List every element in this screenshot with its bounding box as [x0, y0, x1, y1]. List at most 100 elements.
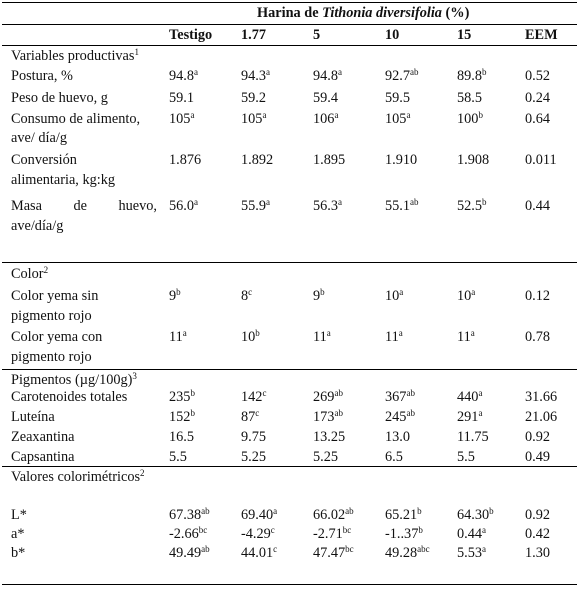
cell-value: 1.892: [241, 152, 274, 168]
cell-conversion-15: 1.908: [457, 152, 489, 168]
cell-value: 87: [241, 409, 256, 425]
cell-value: 59.5: [385, 90, 411, 106]
cell-value: 64.30: [457, 507, 490, 523]
section-header-color: Color2: [11, 265, 49, 283]
significance-letter: c: [273, 544, 278, 554]
cell-value: 94.3: [241, 68, 267, 84]
row-label-consumo-line2: ave/ día/g: [11, 130, 67, 146]
cell-masa-5: 56.3a: [313, 198, 342, 215]
cell-value: 0.44: [525, 198, 551, 214]
cell-yema_con-testigo: 11a: [169, 328, 187, 346]
cell-luteina-testigo: 152b: [169, 408, 195, 426]
significance-letter: ab: [406, 408, 415, 418]
significance-letter: c: [270, 525, 275, 535]
significance-letter: b: [190, 408, 195, 418]
cell-carotenoides-5: 269ab: [313, 389, 343, 406]
cell-capsantina-10: 6.5: [385, 449, 403, 465]
significance-letter: c: [262, 388, 267, 398]
cell-yema_con-5: 11a: [313, 329, 331, 346]
cell-value: 235: [169, 389, 191, 405]
significance-letter: b: [320, 287, 325, 297]
row-label-b: b*: [11, 545, 26, 561]
column-header-1-77: 1.77: [241, 27, 267, 43]
cell-value: 10: [385, 288, 400, 304]
significance-letter: ab: [410, 197, 419, 207]
cell-a-15: 0.44a: [457, 526, 486, 543]
significance-letter: a: [190, 110, 195, 120]
row-label-zeaxantina: Zeaxantina: [11, 429, 75, 445]
cell-L-10: 65.21b: [385, 507, 422, 524]
cell-luteina-5: 173ab: [313, 409, 343, 426]
cell-value: 55.1: [385, 198, 411, 214]
cell-zeaxantina-testigo: 16.5: [169, 429, 194, 445]
cell-value: 5.5: [169, 449, 187, 465]
cell-value: 0.44: [457, 526, 483, 542]
cell-zeaxantina-1-77: 9.75: [241, 429, 266, 445]
cell-value: -4.29: [241, 526, 271, 542]
significance-letter: a: [471, 287, 476, 297]
cell-yema_sin-1-77: 8c: [241, 288, 252, 305]
pigmentos-rule: [2, 466, 577, 467]
row-label-yema-sin-line2: pigmento rojo: [11, 308, 92, 324]
cell-value: 5.25: [241, 449, 267, 465]
cell-masa-15: 52.5b: [457, 198, 487, 215]
cell-yema_sin-testigo: 9b: [169, 288, 181, 305]
row-label-l: L*: [11, 507, 27, 523]
cell-value: 0.49: [525, 449, 551, 465]
cell-value: 65.21: [385, 507, 418, 523]
significance-letter: b: [418, 525, 423, 535]
cell-value: 5.53: [457, 545, 483, 561]
cell-value: 31.66: [525, 389, 558, 405]
cell-value: 0.52: [525, 68, 551, 84]
cell-yema_sin-10: 10a: [385, 288, 403, 305]
cell-value: 49.28: [385, 545, 418, 561]
cell-value: 100: [457, 111, 479, 127]
cell-conversion-10: 1.910: [385, 152, 417, 168]
cell-value: 11: [169, 329, 183, 345]
cell-value: 0.92: [525, 429, 551, 445]
cell-peso-10: 59.5: [385, 90, 410, 106]
significance-letter: a: [470, 328, 475, 338]
cell-value: 0.12: [525, 288, 551, 304]
significance-letter: a: [194, 67, 199, 77]
significance-letter: a: [478, 408, 483, 418]
row-label-yema-con-line2: pigmento rojo: [11, 349, 92, 365]
significance-letter: a: [482, 544, 487, 554]
cell-value: 0.011: [525, 152, 557, 168]
cell-conversion-eem: 0.011: [525, 152, 557, 168]
cell-value: -2.71: [313, 526, 343, 542]
cell-peso-testigo: 59.1: [169, 90, 194, 106]
cell-value: 367: [385, 389, 407, 405]
cell-value: 1.30: [525, 545, 551, 561]
significance-letter: c: [255, 408, 260, 418]
significance-letter: ab: [410, 67, 419, 77]
table-title: Harina de Tithonia diversifolia (%): [257, 5, 470, 21]
section-header-colorimetricos: Valores colorimétricos2: [11, 468, 145, 486]
significance-letter: a: [266, 197, 271, 207]
cell-value: 49.49: [169, 545, 202, 561]
cell-value: 173: [313, 409, 335, 425]
cell-zeaxantina-10: 13.0: [385, 429, 410, 445]
cell-value: 9: [313, 288, 321, 304]
cell-L-15: 64.30b: [457, 507, 494, 524]
significance-letter: a: [406, 110, 411, 120]
cell-value: 67.38: [169, 507, 202, 523]
column-header-15: 15: [457, 27, 472, 43]
significance-letter: b: [255, 328, 260, 338]
row-label-yema-con: Color yema con: [11, 329, 103, 345]
cell-masa-eem: 0.44: [525, 198, 550, 214]
cell-consumo-eem: 0.64: [525, 111, 550, 127]
cell-yema_con-1-77: 10b: [241, 328, 260, 346]
cell-b-10: 49.28abc: [385, 545, 430, 562]
row-label-capsantina: Capsantina: [11, 449, 75, 465]
significance-letter: a: [182, 328, 187, 338]
cell-b-1-77: 44.01c: [241, 544, 278, 562]
cell-yema_sin-15: 10a: [457, 287, 476, 305]
cell-value: 21.06: [525, 409, 558, 425]
cell-conversion-5: 1.895: [313, 152, 345, 168]
cell-b-eem: 1.30: [525, 545, 550, 561]
cell-a-5: -2.71bc: [313, 526, 351, 543]
cell-value: 52.5: [457, 198, 483, 214]
cell-luteina-15: 291a: [457, 408, 483, 426]
cell-L-1-77: 69.40a: [241, 507, 277, 524]
